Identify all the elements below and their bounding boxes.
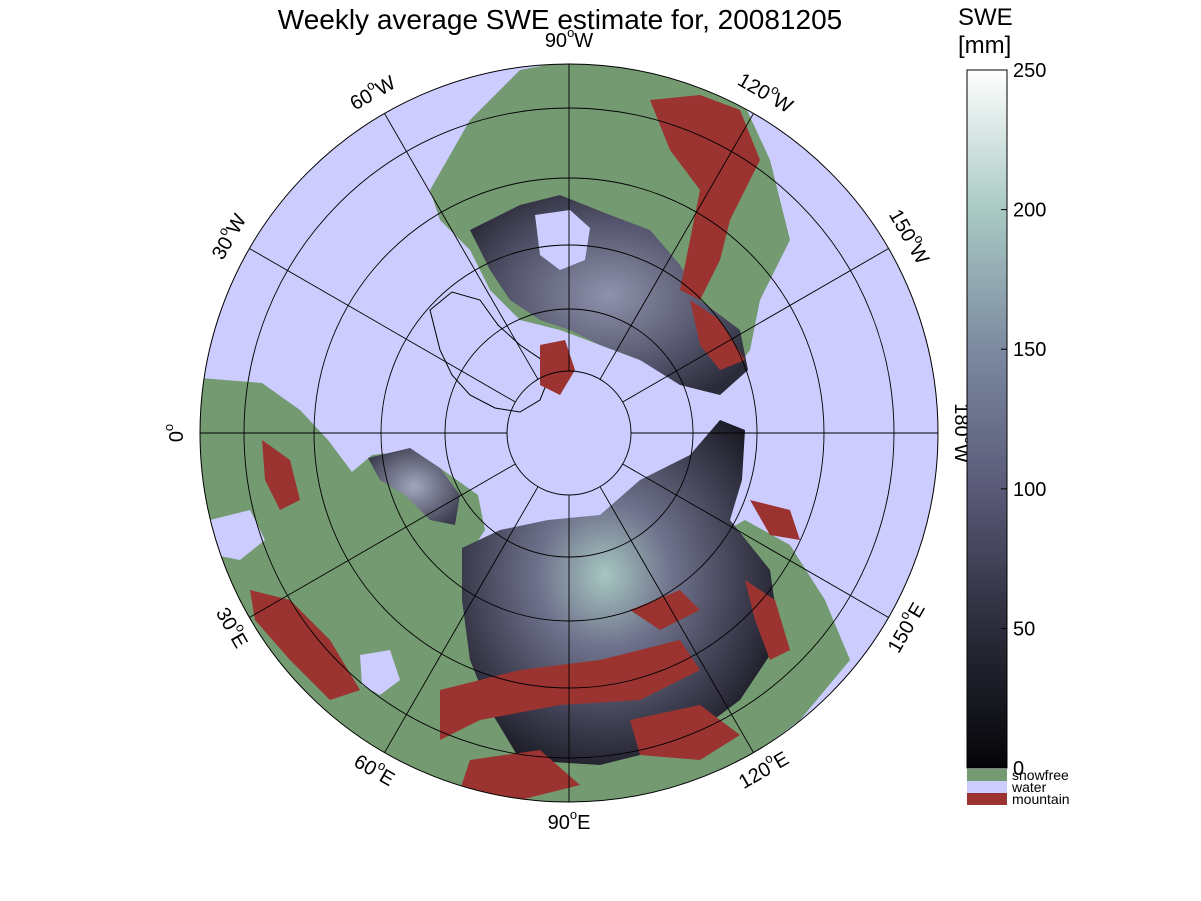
meridian-lines [200, 64, 938, 802]
meridian-line [249, 248, 516, 403]
greenland-outline [429, 291, 549, 413]
caspian-region-water [360, 650, 400, 695]
meridian-line [599, 113, 754, 380]
colorbar-tick-label: 100 [1013, 479, 1046, 501]
longitude-label: 90oE [548, 807, 591, 834]
legend-label: mountain [1012, 791, 1070, 807]
scandinavia-snow [368, 448, 460, 525]
longitude-labels: 90oW120oW150oW180oW150oE120oE90oE60oE30o… [161, 25, 976, 834]
legend-label: water [1011, 779, 1047, 795]
map-boundary [199, 63, 939, 803]
colorbar-unit: [mm] [958, 32, 1012, 59]
meridian-line [622, 463, 889, 618]
colorbar-tick-label: 0 [1013, 758, 1024, 780]
map-title: Weekly average SWE estimate for, 2008120… [277, 4, 843, 35]
longitude-label: 180oW [950, 403, 977, 463]
meridian-line [599, 486, 754, 753]
colorbar-ticks: 0 50 100 150 200 250 [1001, 60, 1046, 780]
legend-label: snowfree [1012, 767, 1069, 783]
longitude-label: 0o [161, 424, 188, 442]
legend-swatch [967, 769, 1007, 781]
legend-swatch [967, 793, 1007, 805]
colorbar-tick-label: 150 [1013, 339, 1046, 361]
mediterranean-water [210, 510, 265, 560]
meridian-line [249, 463, 516, 618]
colorbar-tick-label: 250 [1013, 60, 1046, 82]
hudson-bay [535, 210, 590, 270]
colorbar-tick-label: 200 [1013, 200, 1046, 222]
meridian-line [622, 248, 889, 403]
colorbar-gradient [966, 69, 1008, 769]
meridian-line [384, 486, 539, 753]
longitude-label: 90oW [545, 25, 593, 52]
colorbar-title: SWE [958, 4, 1013, 31]
legend-swatch [967, 781, 1007, 793]
colorbar-tick-label: 50 [1013, 618, 1035, 640]
meridian-line [384, 113, 539, 380]
longitude-label: 30oE [211, 602, 256, 653]
